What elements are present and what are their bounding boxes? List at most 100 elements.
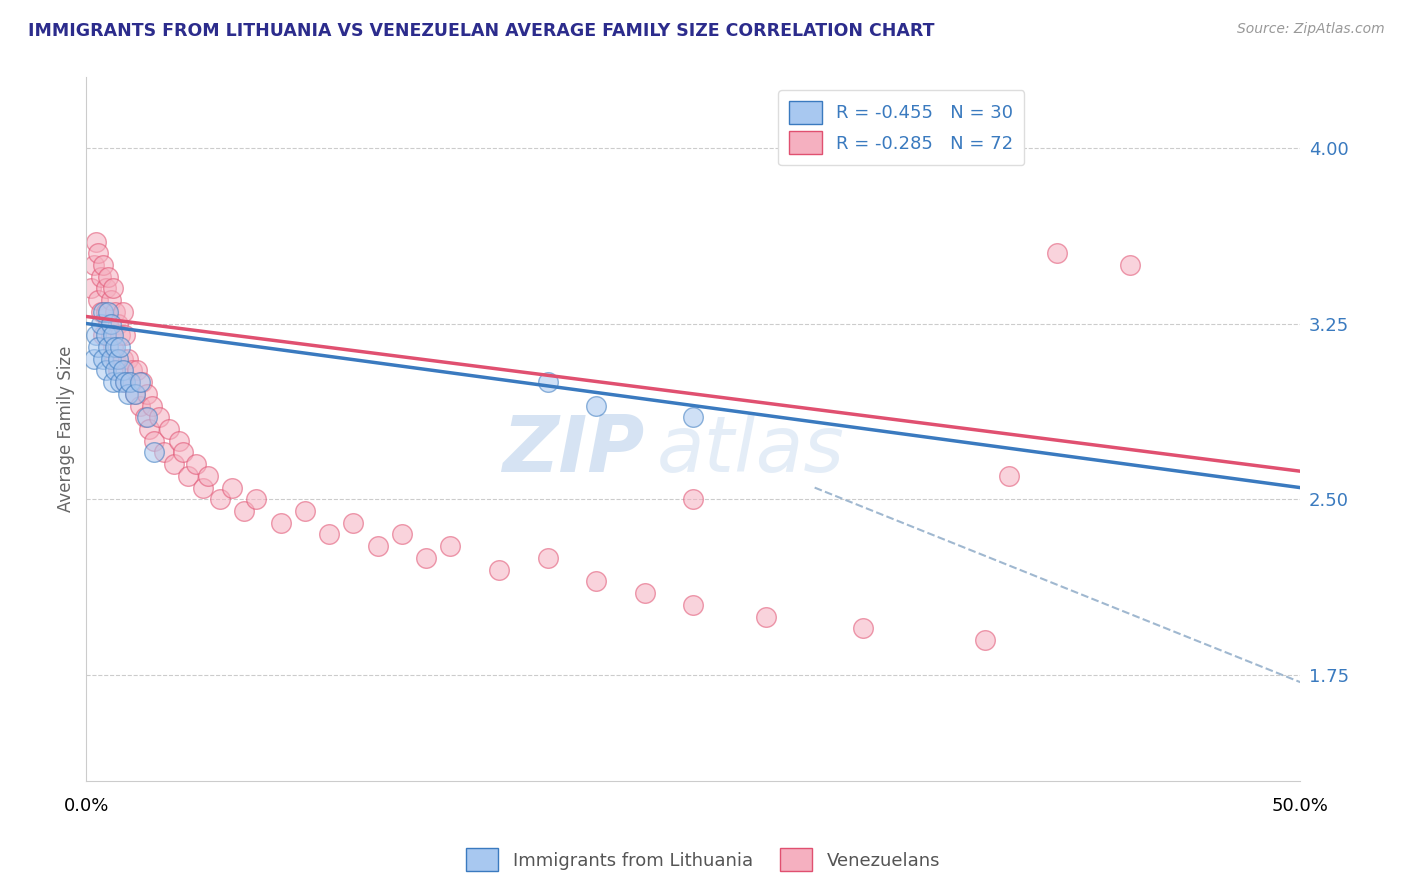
Point: [141, 399, 163, 413]
Point: [585, 574, 607, 589]
Point: [1119, 258, 1142, 272]
Point: [97, 305, 120, 319]
Point: [118, 375, 141, 389]
Point: [124, 387, 146, 401]
Point: [682, 492, 704, 507]
Point: [114, 328, 136, 343]
Point: [100, 351, 122, 366]
Point: [110, 328, 132, 343]
Point: [97, 340, 120, 354]
Point: [852, 621, 875, 635]
Point: [117, 351, 139, 366]
Point: [585, 399, 607, 413]
Point: [167, 434, 190, 448]
Point: [94, 305, 117, 319]
Point: [153, 445, 176, 459]
Point: [104, 305, 127, 319]
Point: [84, 328, 107, 343]
Point: [536, 375, 558, 389]
Point: [233, 504, 256, 518]
Point: [101, 328, 124, 343]
Text: atlas: atlas: [657, 412, 845, 488]
Point: [87, 340, 110, 354]
Point: [83, 351, 105, 366]
Point: [91, 258, 114, 272]
Point: [127, 363, 149, 377]
Point: [84, 235, 107, 249]
Point: [128, 399, 150, 413]
Point: [104, 351, 127, 366]
Point: [107, 351, 129, 366]
Point: [439, 539, 461, 553]
Point: [110, 340, 132, 354]
Point: [245, 492, 267, 507]
Point: [118, 375, 141, 389]
Text: IMMIGRANTS FROM LITHUANIA VS VENEZUELAN AVERAGE FAMILY SIZE CORRELATION CHART: IMMIGRANTS FROM LITHUANIA VS VENEZUELAN …: [28, 22, 935, 40]
Point: [682, 598, 704, 612]
Point: [83, 258, 105, 272]
Point: [111, 363, 134, 377]
Point: [1046, 246, 1069, 260]
Legend: R = -0.455   N = 30, R = -0.285   N = 72: R = -0.455 N = 30, R = -0.285 N = 72: [779, 90, 1024, 165]
Legend: Immigrants from Lithuania, Venezuelans: Immigrants from Lithuania, Venezuelans: [458, 841, 948, 879]
Point: [110, 375, 132, 389]
Point: [107, 363, 129, 377]
Point: [101, 281, 124, 295]
Point: [97, 317, 120, 331]
Point: [128, 375, 150, 389]
Point: [221, 481, 243, 495]
Point: [342, 516, 364, 530]
Point: [143, 434, 166, 448]
Point: [318, 527, 340, 541]
Point: [177, 469, 200, 483]
Point: [100, 293, 122, 307]
Point: [270, 516, 292, 530]
Point: [191, 481, 214, 495]
Point: [634, 586, 657, 600]
Point: [367, 539, 389, 553]
Y-axis label: Average Family Size: Average Family Size: [58, 346, 75, 512]
Point: [208, 492, 231, 507]
Point: [94, 281, 117, 295]
Point: [163, 457, 186, 471]
Point: [91, 328, 114, 343]
Point: [101, 340, 124, 354]
Point: [134, 410, 156, 425]
Point: [136, 387, 159, 401]
Point: [90, 317, 112, 331]
Point: [114, 375, 136, 389]
Point: [104, 363, 127, 377]
Point: [973, 632, 995, 647]
Point: [107, 317, 129, 331]
Point: [91, 305, 114, 319]
Point: [157, 422, 180, 436]
Point: [100, 317, 122, 331]
Point: [998, 469, 1021, 483]
Point: [172, 445, 194, 459]
Point: [101, 375, 124, 389]
Point: [94, 363, 117, 377]
Point: [184, 457, 207, 471]
Point: [148, 410, 170, 425]
Text: ZIP: ZIP: [502, 412, 645, 488]
Text: Source: ZipAtlas.com: Source: ZipAtlas.com: [1237, 22, 1385, 37]
Point: [143, 445, 166, 459]
Point: [391, 527, 413, 541]
Point: [138, 422, 160, 436]
Point: [104, 340, 127, 354]
Point: [100, 328, 122, 343]
Point: [80, 281, 103, 295]
Point: [114, 375, 136, 389]
Point: [121, 363, 143, 377]
Point: [536, 550, 558, 565]
Point: [91, 351, 114, 366]
Point: [94, 328, 117, 343]
Point: [97, 269, 120, 284]
Point: [87, 246, 110, 260]
Point: [197, 469, 219, 483]
Point: [90, 269, 112, 284]
Point: [415, 550, 437, 565]
Point: [755, 609, 778, 624]
Point: [131, 375, 153, 389]
Point: [294, 504, 316, 518]
